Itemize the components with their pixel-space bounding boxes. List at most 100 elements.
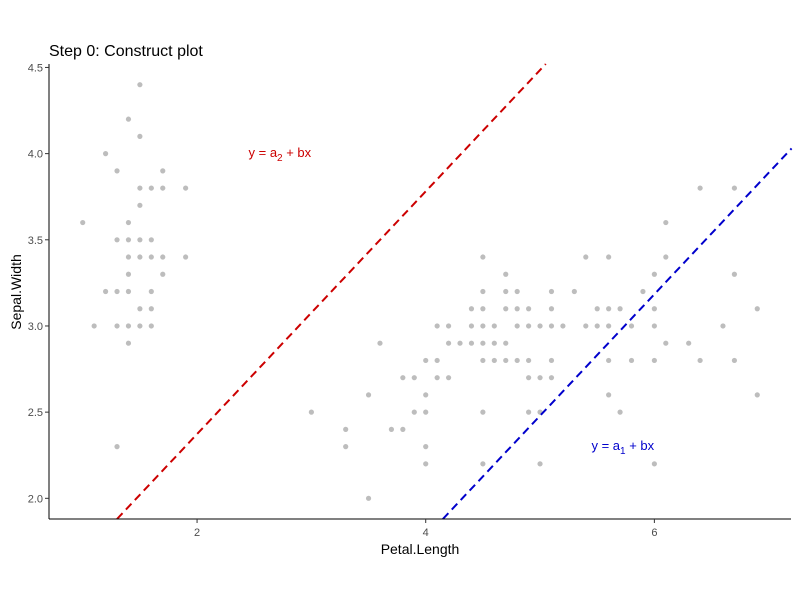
points-layer [80,82,760,501]
x-tick-label: 6 [651,527,657,539]
data-point [137,306,143,312]
chart-title: Step 0: Construct plot [49,43,203,60]
data-point [628,323,635,329]
data-point [537,375,543,381]
data-point [125,254,132,260]
data-point [480,323,486,329]
data-point [365,392,372,398]
data-point [754,392,760,398]
data-point [583,323,589,329]
x-tick-label: 2 [194,527,200,539]
y-tick-label: 2.0 [28,493,43,505]
data-point [503,288,509,295]
data-point [137,185,143,191]
data-point [503,340,509,346]
data-point [457,340,463,346]
data-point [114,237,120,243]
data-point [148,323,154,329]
data-point [137,237,143,243]
data-point [526,306,532,312]
data-point [651,306,657,312]
y-axis-label: Sepal.Width [8,254,24,329]
data-point [594,323,600,329]
data-point [548,288,555,295]
data-point [125,219,132,226]
data-point [526,409,532,415]
data-point [137,323,143,329]
data-point [526,375,532,381]
data-point [137,202,143,208]
data-point [183,185,189,191]
data-point [468,340,475,346]
data-point [148,306,154,312]
data-point [491,323,497,329]
data-point [560,323,566,329]
reference-line [442,147,793,520]
x-axis-label: Petal.Length [381,541,460,557]
data-point [548,375,555,381]
data-point [731,185,738,191]
data-point [640,288,646,295]
x-tick-label: 4 [423,527,429,539]
data-point [514,306,520,312]
data-point [434,357,440,364]
data-point [388,426,395,432]
data-point [526,357,532,364]
data-point [480,340,486,346]
data-point [480,254,486,260]
data-point [468,323,475,329]
y-tick-label: 4.0 [28,149,43,161]
data-point [514,357,520,364]
data-point [754,306,760,312]
data-point [445,340,452,346]
data-point [423,409,429,415]
data-point [617,306,623,312]
data-point [377,340,383,346]
data-point [411,409,417,415]
data-point [606,306,612,312]
y-tick-label: 2.5 [28,407,43,419]
data-point [480,357,486,364]
data-point [571,288,577,295]
line-equation-label: y = a2 + bx [249,145,312,164]
data-point [114,168,120,174]
data-point [480,288,486,295]
data-point [148,185,154,191]
data-point [183,254,189,260]
data-point [720,323,726,329]
data-point [697,185,703,191]
data-point [423,444,429,450]
data-point [125,323,132,329]
data-point [480,461,486,467]
data-point [686,340,692,346]
reference-line [116,63,547,520]
data-point [663,340,669,346]
data-point [148,254,154,260]
data-point [468,306,475,312]
data-point [423,461,429,467]
data-point [160,254,166,260]
data-point [526,323,532,329]
data-point [503,271,509,277]
data-point [697,357,703,364]
data-point [91,323,97,329]
data-point [445,323,452,329]
data-point [148,237,154,243]
data-point [663,219,669,226]
data-point [503,306,509,312]
line-equation-label: y = a1 + bx [591,438,654,457]
data-point [137,82,143,88]
data-point [160,185,166,191]
data-point [434,323,440,329]
data-point [423,357,429,364]
data-point [125,237,132,243]
x-axis-ticks: 2 4 6 [194,519,657,539]
data-point [503,357,509,364]
data-point [125,288,132,295]
data-point [400,375,406,381]
data-point [514,288,520,295]
data-point [125,271,132,277]
y-tick-label: 4.5 [28,62,43,74]
data-point [480,409,486,415]
data-point [548,357,555,364]
